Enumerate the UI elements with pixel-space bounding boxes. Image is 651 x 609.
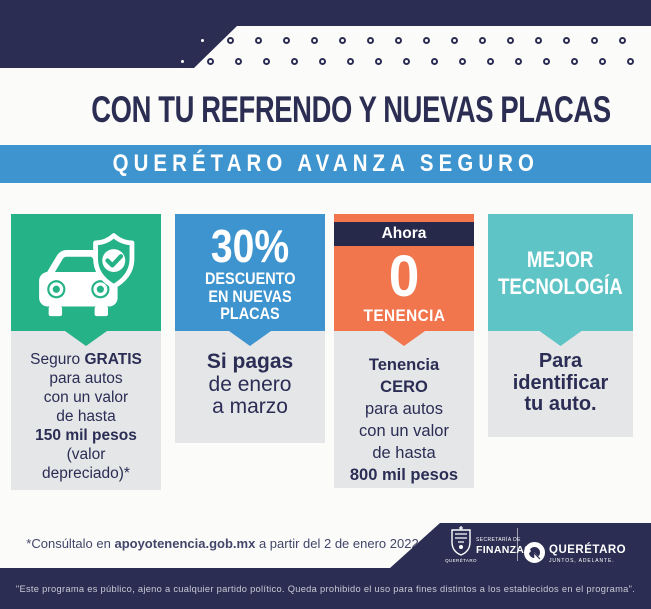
page-title-text: CON TU REFRENDO Y NUEVAS PLACAS <box>91 89 611 130</box>
body-line: Para <box>538 350 583 372</box>
dot-icon <box>319 58 326 65</box>
disclaimer-text: "Este programa es público, ajeno a cualq… <box>15 583 636 594</box>
card-tenencia-body: Tenencia CERO para autos con un valor de… <box>334 331 474 488</box>
body-line: a marzo <box>212 395 288 418</box>
dot-icon <box>591 37 598 44</box>
body-line: Seguro GRATIS <box>30 351 142 368</box>
body-line: tu auto. <box>524 393 597 415</box>
body-line: para autos <box>49 370 123 387</box>
discount-percent: 30% <box>210 220 290 272</box>
banner-strip: QUERÉTARO AVANZA SEGURO <box>0 145 651 183</box>
footnote-text: a partir del 2 de enero 2022 <box>255 536 419 551</box>
dot-icon <box>311 37 318 44</box>
card-tecnologia-body: Para identificar tu auto. <box>488 331 633 437</box>
card-cero-tenencia: Ahora 0 TENENCIA Tenencia CERO para auto… <box>334 214 474 488</box>
card-descuento-placas: 30% DESCUENTO EN NUEVAS PLACAS Si pagas … <box>175 214 325 443</box>
dot-icon <box>347 58 354 65</box>
headline-line: TECNOLOGÍA <box>498 273 623 299</box>
body-line: Tenencia <box>368 356 440 374</box>
body-line: de hasta <box>56 408 116 425</box>
card-seguro-gratis: Seguro GRATIS para autos con un valor de… <box>11 214 161 490</box>
dot-icon <box>263 58 270 65</box>
dot-icon <box>535 37 542 44</box>
ahora-badge: Ahora <box>334 222 474 246</box>
dot-icon <box>339 37 346 44</box>
dot-icon <box>235 58 242 65</box>
body-line: Si pagas <box>206 350 294 373</box>
dot-icon <box>451 37 458 44</box>
dot-icon <box>255 37 262 44</box>
queretaro-crest-icon <box>451 526 471 556</box>
card-seguro-body: Seguro GRATIS para autos con un valor de… <box>11 331 161 490</box>
logo-divider <box>517 528 518 561</box>
dot-icon <box>395 37 402 44</box>
footnote-url: apoyotenencia.gob.mx <box>114 536 256 551</box>
car-shield-check-icon <box>39 232 135 316</box>
secretaria-de-text: SECRETARÍA DE <box>476 537 521 543</box>
dot-icon <box>459 58 466 65</box>
disclaimer-band: "Este programa es público, ajeno a cualq… <box>0 568 651 609</box>
body-line: de hasta <box>372 444 436 462</box>
banner-text: QUERÉTARO AVANZA SEGURO <box>112 150 539 177</box>
card-tenencia-header: Ahora 0 TENENCIA <box>334 214 474 331</box>
dot-icon <box>599 58 606 65</box>
dot-icon <box>283 37 290 44</box>
footnote-text: *Consúltalo en <box>26 536 115 551</box>
queretaro-wordmark: QUERÉTARO JUNTOS, ADELANTE. <box>549 544 626 564</box>
dot-icon <box>515 58 522 65</box>
card-seguro-header <box>11 214 161 331</box>
headline-line: PLACAS <box>220 304 280 323</box>
dot-icon <box>487 58 494 65</box>
headline-line: MEJOR <box>527 246 594 272</box>
dot-icon <box>375 58 382 65</box>
dot-icon <box>543 58 550 65</box>
body-line: (valor <box>66 446 106 463</box>
dot-icon <box>179 58 186 65</box>
dot-icon <box>431 58 438 65</box>
body-line: de enero <box>208 372 292 396</box>
body-line: 150 mil pesos <box>35 427 137 444</box>
card-tecnologia-header: MEJOR TECNOLOGÍA <box>488 214 633 331</box>
headline-line: DESCUENTO <box>204 269 296 288</box>
body-line: para autos <box>365 400 443 418</box>
dot-icon <box>403 58 410 65</box>
dot-icon <box>563 37 570 44</box>
body-line: CERO <box>380 378 428 396</box>
dot-icon <box>367 37 374 44</box>
body-line: 800 mil pesos <box>349 466 459 484</box>
dot-icon <box>571 58 578 65</box>
dot-icon <box>227 37 234 44</box>
body-line: con un valor <box>359 422 449 440</box>
dot-icon <box>479 37 486 44</box>
dot-icon <box>199 37 206 44</box>
card-descuento-body: Si pagas de enero a marzo <box>175 331 325 443</box>
queretaro-text: QUERÉTARO <box>549 544 627 556</box>
dot-icon <box>627 58 634 65</box>
headline-line: EN NUEVAS <box>208 286 292 306</box>
card-descuento-header: 30% DESCUENTO EN NUEVAS PLACAS <box>175 214 325 331</box>
footnote: *Consúltalo en apoyotenencia.gob.mx a pa… <box>25 536 420 552</box>
card-mejor-tecnologia: MEJOR TECNOLOGÍA Para identificar tu aut… <box>488 214 633 437</box>
dot-pattern-row-2 <box>179 58 634 65</box>
crest-label: QUERÉTARO <box>445 558 477 563</box>
zero-figure: 0 <box>388 244 420 309</box>
body-line: con un valor <box>43 389 129 406</box>
dot-pattern-row-1 <box>199 37 626 44</box>
queretaro-q-icon <box>524 542 545 563</box>
body-line: identificar <box>512 371 609 394</box>
dot-icon <box>207 58 214 65</box>
tenencia-label: TENENCIA <box>363 306 445 325</box>
dot-icon <box>507 37 514 44</box>
body-line: depreciado)* <box>42 465 130 482</box>
page-title: CON TU REFRENDO Y NUEVAS PLACAS <box>0 90 651 130</box>
dot-icon <box>619 37 626 44</box>
dot-icon <box>423 37 430 44</box>
dot-icon <box>291 58 298 65</box>
juntos-adelante-text: JUNTOS, ADELANTE. <box>549 558 615 564</box>
